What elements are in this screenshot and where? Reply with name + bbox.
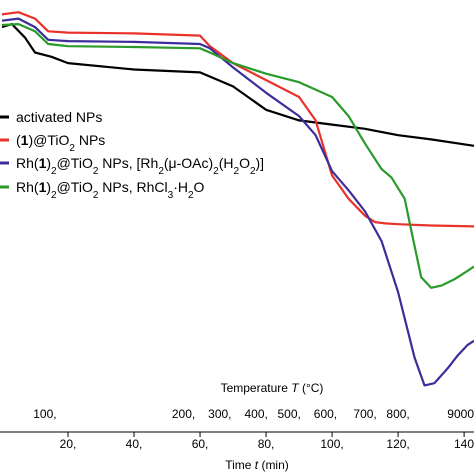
series-line-2	[1, 11, 474, 228]
temperature-tick-600: 600,	[314, 407, 337, 421]
temperature-tick-900: 9000	[447, 407, 474, 421]
temperature-axis-title: Temperature T (°C)	[221, 381, 324, 395]
time-tick-100: 100,	[320, 437, 343, 451]
legend-label-1: activated NPs	[16, 109, 102, 125]
time-axis-title: Time t (min)	[225, 458, 289, 472]
time-tick-40: 40,	[126, 437, 143, 451]
time-tick-20: 20,	[60, 437, 77, 451]
legend-label-2: (1)@TiO2 NPs	[16, 132, 105, 154]
time-tick-80: 80,	[258, 437, 275, 451]
series-lines	[1, 11, 474, 387]
temperature-tick-400: 400,	[244, 407, 267, 421]
legend-label-4: Rh(1)2@TiO2 NPs, RhCl3·H2O	[16, 179, 205, 201]
temperature-tick-200: 200,	[172, 407, 195, 421]
series-line-3	[1, 17, 474, 387]
temperature-tick-700: 700,	[353, 407, 376, 421]
time-tick-120: 120,	[386, 437, 409, 451]
temperature-tick-500: 500,	[277, 407, 300, 421]
time-tick-140: 140	[454, 437, 474, 451]
temperature-tick-100: 100,	[33, 407, 56, 421]
axes: 100, 200, 300, 400, 500, 600, 700, 800, 9000 20, 4…	[0, 407, 474, 451]
legend-label-3: Rh(1)2@TiO2 NPs, [Rh2(μ-OAc)2(H2O2)]	[16, 155, 264, 177]
series-line-1	[1, 23, 474, 147]
series-line-4	[1, 23, 474, 289]
temperature-tick-300: 300,	[208, 407, 231, 421]
time-tick-60: 60,	[192, 437, 209, 451]
temperature-tick-800: 800,	[386, 407, 409, 421]
